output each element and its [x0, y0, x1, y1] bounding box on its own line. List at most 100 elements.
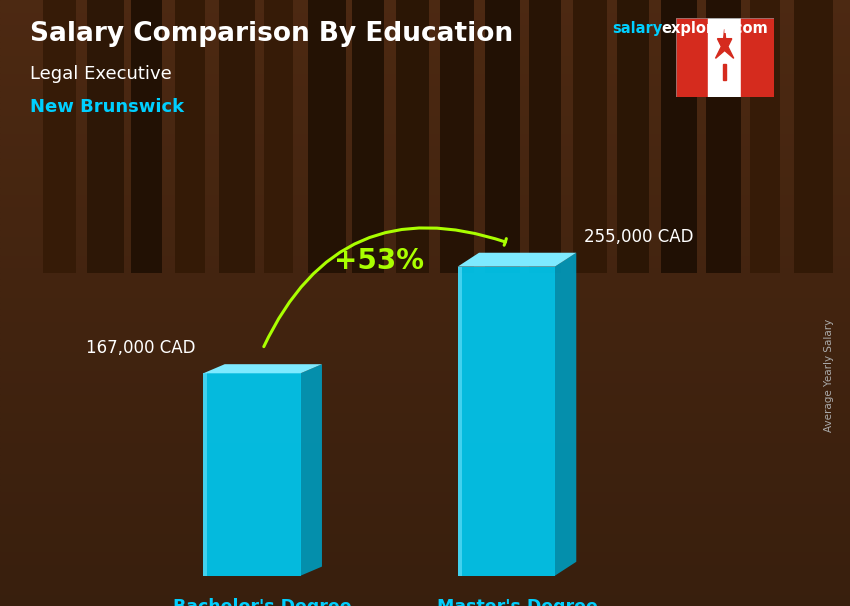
Bar — [0, 339, 850, 345]
Text: 255,000 CAD: 255,000 CAD — [584, 228, 694, 246]
Bar — [0, 564, 850, 570]
Bar — [0, 491, 850, 497]
Bar — [0, 533, 850, 539]
Bar — [0, 0, 850, 6]
Bar — [0, 145, 850, 152]
Text: Average Yearly Salary: Average Yearly Salary — [824, 319, 834, 432]
Bar — [741, 18, 774, 97]
Bar — [0, 315, 850, 321]
Bar — [0, 255, 850, 261]
Bar — [0, 242, 850, 248]
Bar — [0, 48, 850, 55]
Bar — [0, 527, 850, 533]
Bar — [0, 109, 850, 115]
Bar — [0, 497, 850, 503]
Bar — [0, 424, 850, 430]
Bar — [0, 97, 850, 103]
Bar — [0, 406, 850, 412]
Bar — [0, 273, 850, 279]
Bar — [87, 0, 124, 273]
Bar — [617, 0, 649, 273]
Bar — [676, 18, 708, 97]
Bar — [0, 582, 850, 588]
Bar — [0, 418, 850, 424]
Bar — [0, 224, 850, 230]
Bar — [0, 503, 850, 509]
Bar — [0, 400, 850, 406]
Bar — [0, 236, 850, 242]
Bar — [0, 115, 850, 121]
Polygon shape — [555, 253, 576, 576]
Polygon shape — [301, 364, 322, 576]
Bar — [0, 61, 850, 67]
Bar — [0, 133, 850, 139]
Bar — [723, 64, 726, 81]
Bar — [175, 0, 206, 273]
Bar — [0, 521, 850, 527]
Bar — [0, 248, 850, 255]
Bar — [0, 230, 850, 236]
Bar — [0, 570, 850, 576]
Bar — [750, 0, 780, 273]
Bar — [0, 430, 850, 436]
Bar — [0, 588, 850, 594]
Bar — [203, 373, 301, 576]
Text: explorer.com: explorer.com — [661, 21, 768, 36]
Bar — [708, 18, 741, 97]
Bar — [352, 0, 383, 273]
Bar — [0, 152, 850, 158]
Bar — [0, 79, 850, 85]
Bar — [0, 351, 850, 358]
Bar — [0, 158, 850, 164]
Bar — [457, 267, 462, 576]
Bar — [0, 42, 850, 48]
Bar — [0, 473, 850, 479]
Bar — [0, 333, 850, 339]
Bar — [0, 164, 850, 170]
Bar — [0, 594, 850, 600]
Text: Bachelor's Degree: Bachelor's Degree — [173, 598, 352, 606]
Bar — [0, 545, 850, 551]
Bar — [0, 376, 850, 382]
Bar — [462, 576, 576, 579]
Bar — [0, 73, 850, 79]
Bar — [794, 0, 834, 273]
Bar — [0, 139, 850, 145]
Bar — [0, 170, 850, 176]
Bar — [207, 576, 322, 579]
Bar — [0, 297, 850, 303]
Text: +53%: +53% — [333, 247, 423, 275]
Bar — [0, 85, 850, 91]
Bar — [0, 509, 850, 515]
Bar — [0, 600, 850, 606]
Bar — [0, 576, 850, 582]
Bar — [131, 0, 162, 273]
Polygon shape — [203, 364, 322, 373]
Bar — [0, 194, 850, 200]
Bar — [0, 394, 850, 400]
Bar — [0, 515, 850, 521]
Bar — [573, 0, 607, 273]
Bar — [0, 206, 850, 212]
Bar — [0, 12, 850, 18]
Bar — [0, 127, 850, 133]
Bar — [0, 176, 850, 182]
Bar — [0, 364, 850, 370]
Bar — [0, 212, 850, 218]
Bar — [0, 285, 850, 291]
Bar — [0, 103, 850, 109]
Text: Salary Comparison By Education: Salary Comparison By Education — [30, 21, 513, 47]
Bar — [0, 467, 850, 473]
Bar — [0, 448, 850, 454]
Bar — [0, 485, 850, 491]
Bar — [0, 24, 850, 30]
Bar — [0, 303, 850, 309]
Bar — [0, 382, 850, 388]
Bar — [0, 551, 850, 558]
Bar — [457, 267, 555, 576]
Bar — [0, 479, 850, 485]
Text: Legal Executive: Legal Executive — [30, 65, 172, 84]
Bar — [0, 442, 850, 448]
Bar — [0, 412, 850, 418]
Bar — [0, 539, 850, 545]
